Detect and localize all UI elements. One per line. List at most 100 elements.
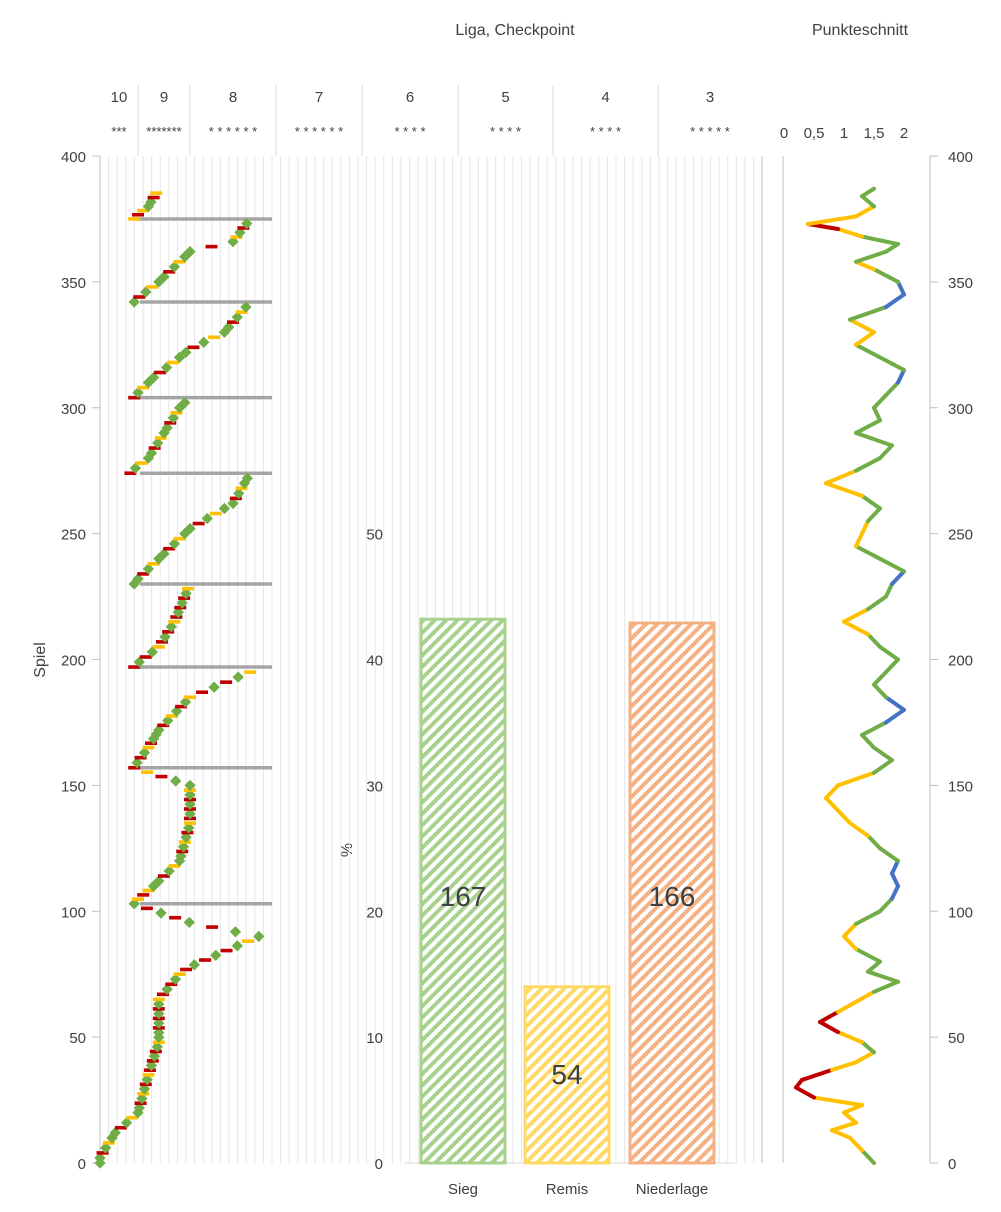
y-tick-label: 0 — [78, 1156, 86, 1173]
game-marker-remis — [147, 562, 160, 566]
game-marker-remis — [126, 1115, 139, 1120]
league-progress-plot — [94, 191, 272, 1169]
game-marker-sieg — [184, 808, 196, 820]
game-marker-sieg — [227, 497, 239, 510]
avg-line-segment — [866, 594, 888, 612]
game-marker-niederlage — [140, 906, 153, 911]
avg-line-segment — [824, 783, 840, 800]
bar-category-label: Sieg — [448, 1181, 478, 1198]
game-marker-remis — [150, 191, 163, 195]
avg-x-tick-label: 1,5 — [864, 125, 885, 142]
game-marker-sieg — [180, 831, 192, 843]
avg-line-segment — [854, 947, 882, 964]
game-marker-niederlage — [134, 755, 147, 760]
game-marker-sieg — [170, 775, 182, 787]
avg-line-segment — [854, 456, 882, 473]
league-column-label: 9 — [160, 89, 168, 106]
game-marker-niederlage — [143, 1068, 156, 1073]
bar-y-tick-label: 10 — [366, 1030, 383, 1047]
bar-data-label: 167 — [440, 881, 487, 912]
avg-line-segment — [872, 745, 894, 763]
game-marker-sieg — [208, 681, 220, 693]
avg-line-segment — [884, 581, 894, 599]
game-marker-remis — [173, 536, 186, 541]
game-marker-niederlage — [157, 723, 170, 728]
y-tick-label-right: 100 — [948, 904, 973, 921]
game-marker-niederlage — [137, 893, 150, 897]
avg-line-segment — [842, 619, 870, 637]
avg-line-segment — [860, 720, 888, 738]
game-marker-sieg — [183, 916, 195, 929]
game-marker-sieg — [198, 336, 210, 348]
game-marker-remis — [173, 259, 186, 264]
game-marker-sieg — [140, 286, 152, 298]
game-marker-niederlage — [137, 572, 150, 576]
game-marker-niederlage — [220, 948, 233, 953]
avg-line-segment — [818, 1009, 840, 1025]
avg-line-segment — [890, 569, 906, 586]
league-column-label: 3 — [706, 89, 714, 106]
avg-line-segment — [872, 267, 900, 284]
avg-x-tick-label: 1 — [840, 125, 848, 142]
avg-line-segment — [824, 468, 858, 486]
avg-line-segment — [854, 418, 882, 435]
avg-line-segment — [854, 259, 876, 272]
game-marker-niederlage — [175, 704, 188, 709]
game-marker-niederlage — [227, 320, 239, 324]
avg-line-segment — [836, 1030, 864, 1045]
game-marker-niederlage — [149, 1049, 162, 1054]
bar-y-tick-label: 0 — [375, 1156, 383, 1173]
game-marker-sieg — [241, 472, 253, 484]
game-marker-niederlage — [162, 630, 175, 634]
game-marker-sieg — [165, 621, 177, 633]
avg-line-segment — [830, 1120, 858, 1133]
game-marker-remis — [208, 335, 221, 340]
game-marker-sieg — [142, 563, 155, 575]
avg-line-segment — [824, 481, 864, 498]
axis-labels: 0501001502002503003504000501001502002503… — [61, 89, 973, 1198]
avg-x-tick-label: 0,5 — [804, 125, 825, 142]
game-marker-sieg — [136, 1092, 148, 1105]
game-marker-remis — [141, 770, 154, 774]
avg-line-segment — [878, 846, 900, 863]
game-marker-sieg — [169, 973, 182, 985]
game-marker-niederlage — [187, 345, 200, 350]
avg-line-segment — [854, 989, 876, 1004]
game-marker-sieg — [158, 271, 170, 283]
game-marker-sieg — [180, 587, 192, 600]
avg-line-segment — [794, 1085, 816, 1100]
bar-y-tick-label: 40 — [366, 653, 383, 670]
avg-line-segment — [854, 531, 864, 549]
game-marker-sieg — [128, 296, 140, 308]
game-marker-niederlage — [133, 295, 146, 299]
avg-line-segment — [860, 733, 876, 750]
avg-line-segment — [866, 632, 882, 649]
game-marker-niederlage — [180, 967, 193, 972]
game-marker-sieg — [94, 1152, 106, 1164]
game-marker-sieg — [109, 1127, 121, 1139]
avg-line-segment — [878, 644, 900, 662]
chart-title-left: Liga, Checkpoint — [455, 22, 575, 39]
game-marker-remis — [242, 939, 255, 943]
game-marker-sieg — [201, 512, 213, 525]
league-column-stars: *** — [111, 124, 126, 139]
game-marker-niederlage — [206, 925, 219, 929]
game-marker-sieg — [179, 397, 191, 409]
avg-line-segment — [836, 999, 858, 1014]
avg-line-segment — [878, 443, 894, 461]
game-marker-niederlage — [128, 665, 141, 669]
game-marker-remis — [142, 1073, 155, 1077]
bar-sieg — [419, 617, 507, 1165]
game-marker-remis — [184, 695, 196, 700]
game-marker-remis — [209, 511, 222, 516]
avg-line-segment — [854, 342, 882, 360]
avg-line-segment — [866, 833, 882, 851]
avg-line-segment — [890, 858, 900, 876]
game-marker-sieg — [172, 606, 184, 618]
bar-remis — [523, 985, 611, 1165]
avg-line-segment — [884, 292, 906, 310]
game-marker-niederlage — [181, 830, 194, 835]
game-marker-niederlage — [124, 471, 137, 476]
avg-line-segment — [866, 959, 882, 974]
